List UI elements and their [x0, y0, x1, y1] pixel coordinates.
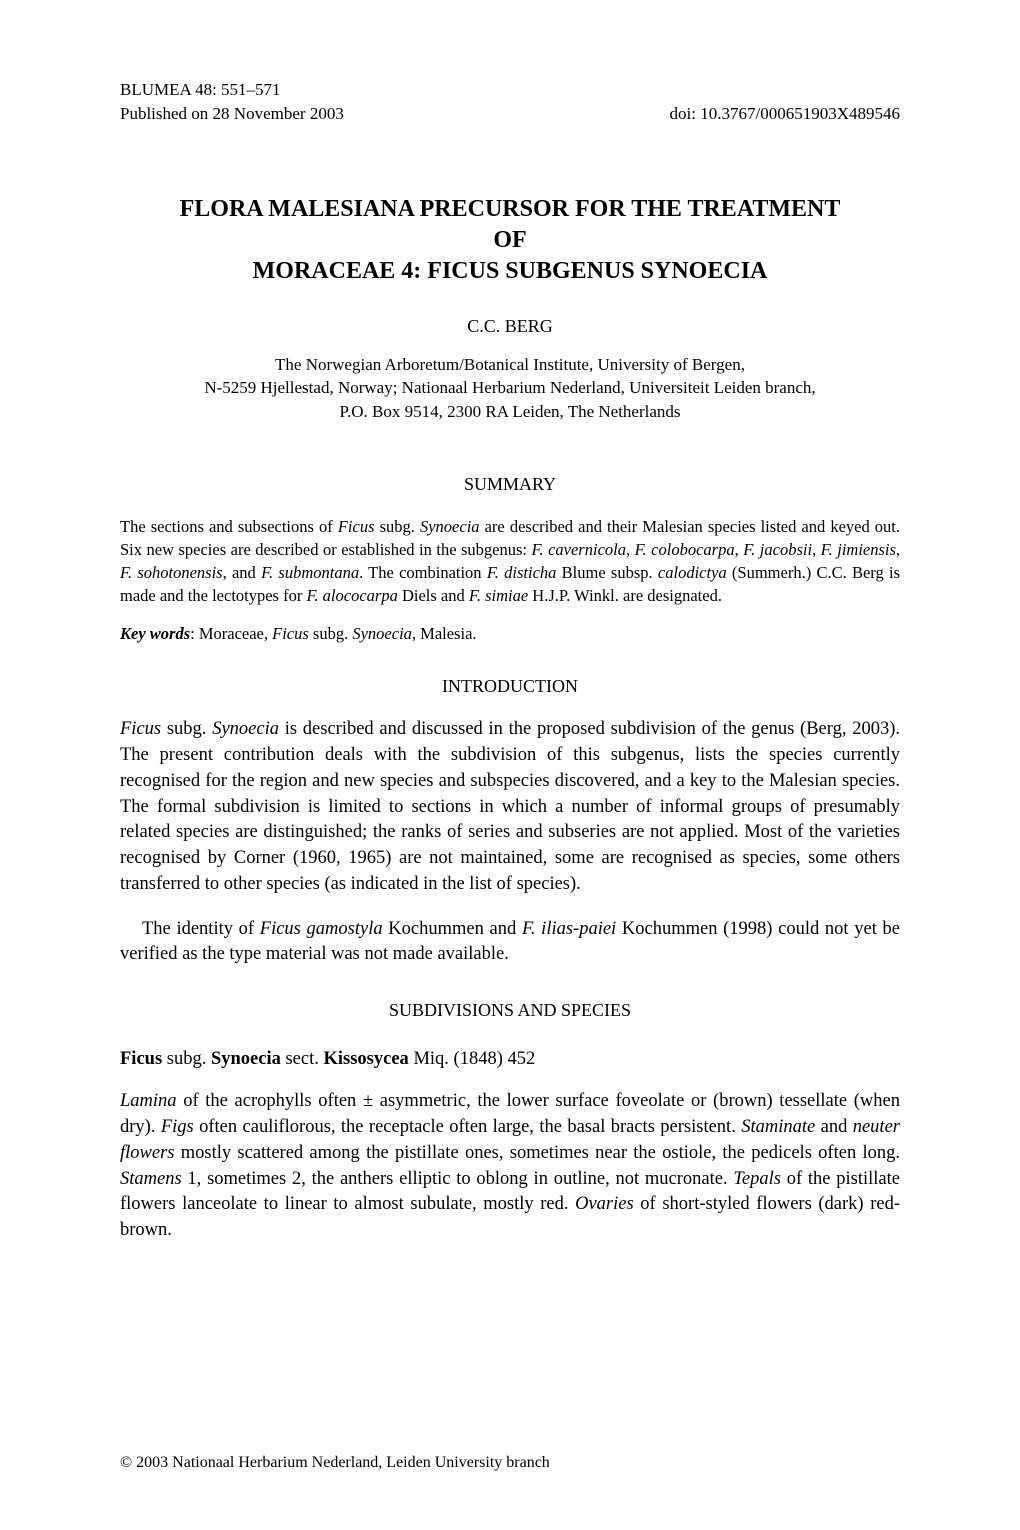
intro-p1-t2: is described and discussed in the propos…	[120, 719, 900, 894]
desc-t5: 1, sometimes 2, the anthers elliptic to …	[182, 1169, 734, 1189]
summary-species-4: F. jimiensis	[821, 540, 896, 559]
keywords-genus: Ficus	[272, 624, 309, 643]
publication-date: Published on 28 November 2003	[120, 104, 344, 124]
title-line-1: FLORA MALESIANA PRECURSOR FOR THE TREATM…	[180, 196, 841, 253]
summary-species-3: F. jacobsii	[743, 540, 812, 559]
section-kissosycea-heading: Ficus subg. Synoecia sect. Kissosycea Mi…	[120, 1049, 900, 1070]
summary-text-3: . The combination	[359, 563, 487, 582]
summary-species-1: F. cavernicola	[532, 540, 626, 559]
keywords-line: Key words: Moraceae, Ficus subg. Synoeci…	[120, 624, 900, 644]
desc-t2: often cauliflorous, the receptacle often…	[194, 1117, 741, 1137]
desc-ovaries: Ovaries	[575, 1194, 634, 1214]
subhead-t3: Miq. (1848) 452	[409, 1049, 535, 1069]
summary-species-9: F. simiae	[469, 586, 528, 605]
keywords-subgenus: Synoecia	[352, 624, 412, 643]
title-line-2: MORACEAE 4: FICUS SUBGENUS SYNOECIA	[253, 258, 768, 284]
article-title: FLORA MALESIANA PRECURSOR FOR THE TREATM…	[179, 194, 842, 288]
summary-comma-2: ,	[735, 540, 744, 559]
author-affiliation: The Norwegian Arboretum/Botanical Instit…	[120, 353, 900, 424]
desc-t3: and	[815, 1117, 853, 1137]
summary-comma-1: ,	[626, 540, 635, 559]
desc-t4: mostly scattered among the pistillate on…	[174, 1143, 900, 1163]
summary-species-8: F. alococarpa	[306, 586, 397, 605]
intro-p2-species-1: Ficus gamostyla	[260, 919, 383, 939]
subhead-t2: sect.	[281, 1049, 324, 1069]
summary-species-2: F. colobocarpa	[635, 540, 735, 559]
intro-p1-t1: subg.	[161, 719, 212, 739]
desc-staminate: Staminate	[741, 1117, 815, 1137]
keywords-sep: : Moraceae,	[190, 624, 272, 643]
affiliation-line-3: P.O. Box 9514, 2300 RA Leiden, The Nethe…	[339, 402, 680, 421]
header-row-1: BLUMEA 48: 551–571	[120, 80, 900, 100]
summary-species-6: F. submontana	[261, 563, 359, 582]
intro-p1-genus: Ficus	[120, 719, 161, 739]
summary-subspecies-1: calodictya	[658, 563, 727, 582]
intro-paragraph-2: The identity of Ficus gamostyla Kochumme…	[120, 917, 900, 969]
summary-comma-5: , and	[223, 563, 261, 582]
page-container: BLUMEA 48: 551–571 Published on 28 Novem…	[0, 0, 1020, 1530]
doi: doi: 10.3767/000651903X489546	[670, 104, 900, 124]
subhead-subgenus: Synoecia	[211, 1049, 281, 1069]
summary-text-7: H.J.P. Winkl. are designated.	[528, 586, 722, 605]
intro-p2-t2: Kochummen and	[383, 919, 522, 939]
summary-species-5: F. sohotonensis	[120, 563, 223, 582]
desc-tepals: Tepals	[733, 1169, 781, 1189]
summary-text-1b: subg.	[375, 517, 420, 536]
affiliation-line-2: N-5259 Hjellestad, Norway; Nationaal Her…	[204, 378, 815, 397]
subhead-genus: Ficus	[120, 1049, 162, 1069]
intro-paragraph-1: Ficus subg. Synoecia is described and di…	[120, 717, 900, 898]
desc-lamina: Lamina	[120, 1091, 177, 1111]
keywords-tail: , Malesia.	[412, 624, 477, 643]
summary-genus-1: Ficus	[338, 517, 375, 536]
desc-stamens: Stamens	[120, 1169, 182, 1189]
header-row-2: Published on 28 November 2003 doi: 10.37…	[120, 104, 900, 124]
summary-comma-3: ,	[812, 540, 821, 559]
subhead-section: Kissosycea	[324, 1049, 409, 1069]
intro-p2-species-2: F. ilias-paiei	[522, 919, 616, 939]
subdivisions-heading: SUBDIVISIONS AND SPECIES	[120, 1000, 900, 1021]
summary-comma-4: ,	[896, 540, 900, 559]
keywords-label: Key words	[120, 624, 190, 643]
summary-heading: SUMMARY	[120, 474, 900, 495]
desc-figs: Figs	[161, 1117, 194, 1137]
copyright-footer: © 2003 Nationaal Herbarium Nederland, Le…	[120, 1454, 550, 1472]
summary-subgenus-1: Synoecia	[420, 517, 480, 536]
summary-text-6: Diels and	[398, 586, 469, 605]
summary-paragraph: The sections and subsections of Ficus su…	[120, 515, 900, 607]
subhead-t1: subg.	[162, 1049, 211, 1069]
summary-text-1: The sections and subsections of	[120, 517, 338, 536]
intro-p1-subgenus: Synoecia	[212, 719, 279, 739]
introduction-heading: INTRODUCTION	[120, 676, 900, 697]
kissosycea-description: Lamina of the acrophylls often ± asymmet…	[120, 1089, 900, 1244]
keywords-mid: subg.	[309, 624, 353, 643]
summary-text-4: Blume subsp.	[556, 563, 658, 582]
intro-p2-t1: The identity of	[142, 919, 260, 939]
affiliation-line-1: The Norwegian Arboretum/Botanical Instit…	[275, 355, 745, 374]
journal-citation: BLUMEA 48: 551–571	[120, 80, 281, 100]
author-name: C.C. BERG	[120, 316, 900, 337]
summary-species-7: F. disticha	[487, 563, 557, 582]
